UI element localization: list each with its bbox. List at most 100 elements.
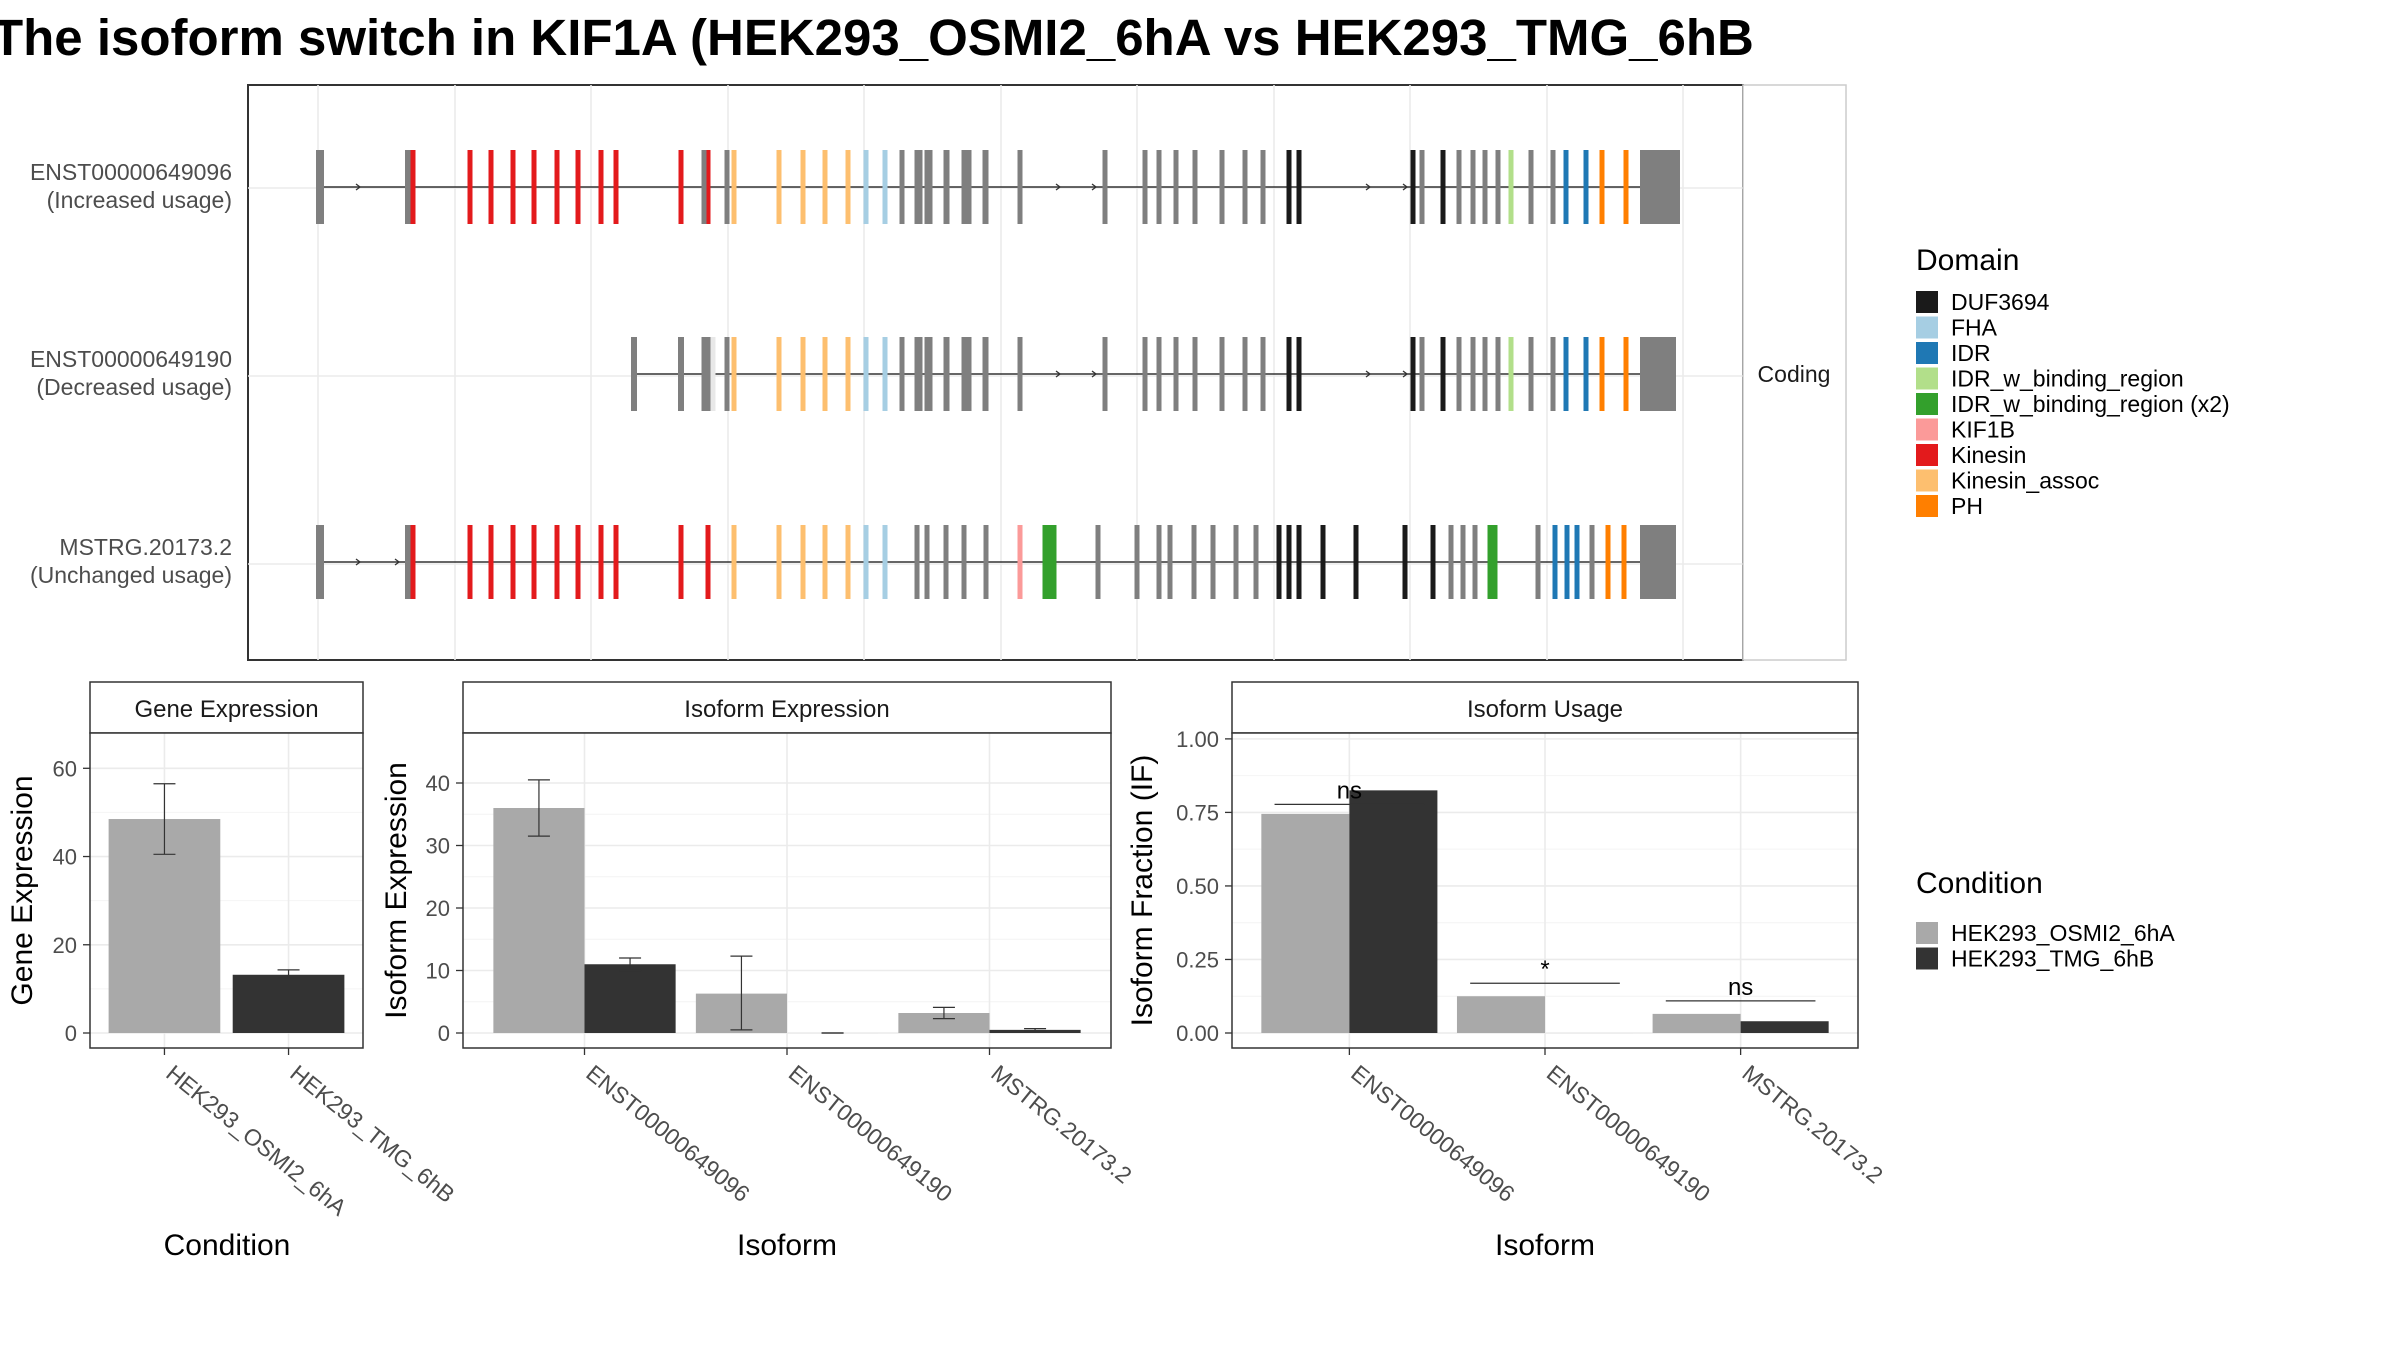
isoform-label-2-note: (Decreased usage) bbox=[36, 374, 232, 400]
exon-block bbox=[863, 150, 869, 224]
exon-block bbox=[982, 337, 988, 411]
domain-legend-title: Domain bbox=[1916, 244, 2019, 277]
exon-block bbox=[1470, 150, 1476, 224]
domain-legend-key bbox=[1916, 393, 1938, 415]
exon-block bbox=[731, 150, 737, 224]
exon-block bbox=[1192, 150, 1198, 224]
exon-block bbox=[1552, 525, 1558, 599]
exon-block bbox=[467, 150, 473, 224]
exon-block bbox=[882, 150, 888, 224]
exon-block bbox=[410, 525, 416, 599]
isoform-label-3-id: MSTRG.20173.2 bbox=[59, 534, 232, 560]
structure-tracks bbox=[316, 150, 1680, 599]
exon-block bbox=[467, 525, 473, 599]
x-tick-label: ENST00000649096 bbox=[581, 1060, 754, 1207]
strand-arrow bbox=[394, 558, 401, 566]
domain-legend-key bbox=[1916, 418, 1938, 441]
exon-block bbox=[1495, 150, 1501, 224]
exon-block bbox=[1623, 150, 1629, 224]
condition-legend-key bbox=[1916, 947, 1938, 970]
exon-block bbox=[845, 525, 851, 599]
domain-legend-label: Kinesin bbox=[1951, 442, 2026, 468]
exon-block bbox=[1142, 337, 1148, 411]
exon-block bbox=[863, 525, 869, 599]
exon-block bbox=[613, 525, 619, 599]
x-tick-label: ENST00000649096 bbox=[1346, 1060, 1519, 1207]
exon-block bbox=[410, 150, 416, 224]
bar bbox=[1456, 996, 1545, 1033]
exon-block bbox=[1460, 525, 1466, 599]
exon-block bbox=[914, 525, 920, 599]
strand-arrow bbox=[1365, 370, 1372, 378]
panel-title: Isoform Usage bbox=[1467, 696, 1623, 723]
exon-block bbox=[1574, 525, 1580, 599]
exon-block bbox=[1419, 150, 1425, 224]
y-tick-label: 0.50 bbox=[1176, 874, 1219, 899]
exon-block bbox=[1550, 150, 1556, 224]
panel-title: Isoform Expression bbox=[684, 696, 889, 723]
exon-block bbox=[731, 337, 737, 411]
exon-block bbox=[1042, 525, 1057, 599]
exon-block bbox=[1508, 150, 1514, 224]
utr-block bbox=[1640, 525, 1676, 599]
exon-block bbox=[944, 150, 950, 224]
exon-block bbox=[678, 525, 684, 599]
exon-block bbox=[724, 337, 730, 411]
y-tick-label: 20 bbox=[53, 933, 77, 958]
exon-block bbox=[982, 150, 988, 224]
exon-block bbox=[1017, 150, 1023, 224]
exon-block bbox=[1589, 525, 1595, 599]
y-tick-label: 0.75 bbox=[1176, 800, 1219, 825]
utr-block bbox=[631, 337, 637, 411]
domain-legend-key bbox=[1916, 444, 1938, 466]
exon-block bbox=[1563, 337, 1569, 411]
y-axis-title: Gene Expression bbox=[6, 775, 39, 1005]
exon-block bbox=[882, 337, 888, 411]
bar bbox=[1349, 790, 1438, 1033]
domain-legend-key bbox=[1916, 367, 1938, 390]
exon-block bbox=[701, 337, 707, 411]
domain-legend-key bbox=[1916, 342, 1938, 364]
exon-block bbox=[983, 525, 989, 599]
exon-block bbox=[1353, 525, 1359, 599]
exon-block bbox=[1508, 337, 1514, 411]
utr-block bbox=[405, 525, 411, 599]
utr-block bbox=[1640, 337, 1676, 411]
exon-block bbox=[1191, 525, 1197, 599]
exon-block bbox=[1156, 337, 1162, 411]
exon-block bbox=[1192, 337, 1198, 411]
exon-block bbox=[924, 337, 930, 411]
exon-block bbox=[731, 525, 737, 599]
exon-block bbox=[554, 525, 560, 599]
exon-block bbox=[575, 525, 581, 599]
exon-block bbox=[924, 525, 930, 599]
bar-panel-1: Gene Expression0204060HEK293_OSMI2_6hAHE… bbox=[6, 681, 460, 1262]
exon-block bbox=[531, 525, 537, 599]
condition-legend-label: HEK293_OSMI2_6hA bbox=[1951, 920, 2175, 946]
exon-block bbox=[705, 525, 711, 599]
exon-block bbox=[800, 150, 806, 224]
exon-block bbox=[678, 150, 684, 224]
exon-block bbox=[705, 337, 711, 411]
exon-block bbox=[1583, 150, 1589, 224]
exon-block bbox=[899, 337, 905, 411]
exon-block bbox=[488, 150, 494, 224]
y-tick-label: 0.25 bbox=[1176, 947, 1219, 972]
exon-block bbox=[613, 150, 619, 224]
x-tick-label: ENST00000649190 bbox=[784, 1060, 957, 1207]
exon-block bbox=[943, 525, 949, 599]
y-tick-label: 20 bbox=[426, 896, 450, 921]
y-tick-label: 0.00 bbox=[1176, 1021, 1219, 1046]
exon-block bbox=[917, 150, 923, 224]
exon-block bbox=[776, 525, 782, 599]
exon-block bbox=[1286, 150, 1292, 224]
exon-block bbox=[1456, 337, 1462, 411]
exon-block bbox=[1623, 337, 1629, 411]
exon-block bbox=[724, 150, 730, 224]
exon-block bbox=[1599, 337, 1605, 411]
domain-legend-label: FHA bbox=[1951, 315, 1998, 341]
exon-block bbox=[1253, 525, 1259, 599]
exon-block bbox=[1583, 337, 1589, 411]
exon-block bbox=[1448, 525, 1454, 599]
